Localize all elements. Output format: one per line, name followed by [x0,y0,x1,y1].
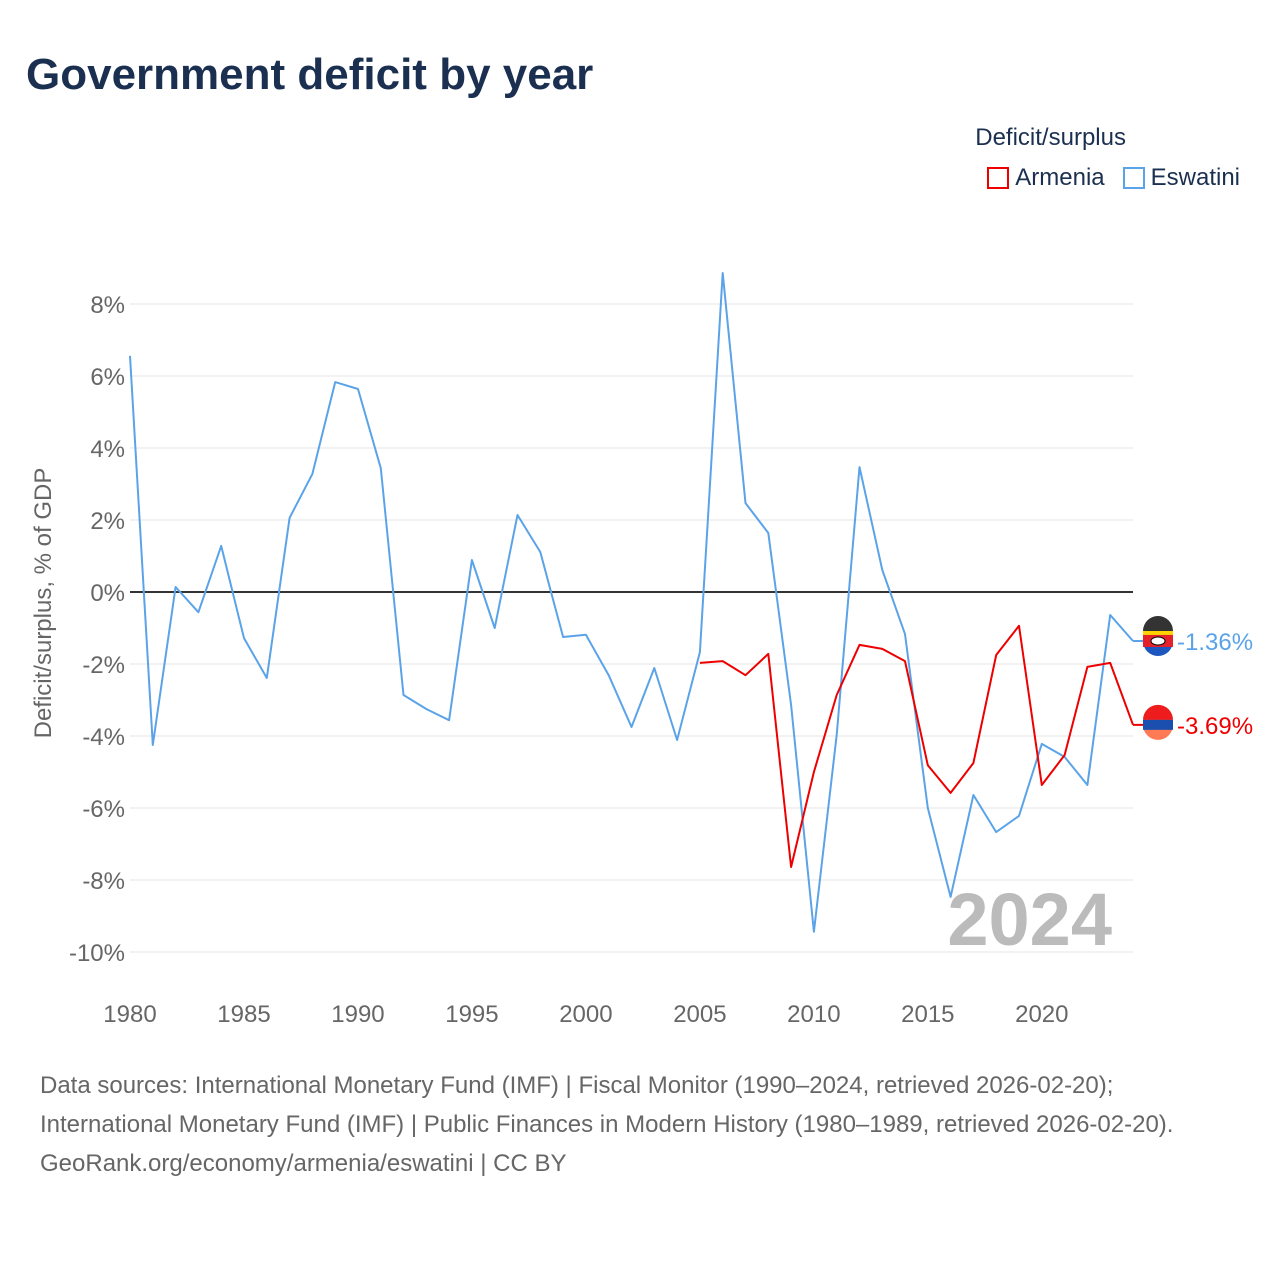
x-tick-label: 1985 [217,1001,270,1028]
sources-text: Data sources: International Monetary Fun… [40,1072,1174,1138]
legend-label-armenia: Armenia [1015,164,1105,191]
x-tick-label: 1995 [445,1001,498,1028]
legend-item-eswatini[interactable]: Eswatini [1122,164,1240,192]
y-tick-label: -4% [82,724,125,751]
y-tick-label: 0% [90,580,125,607]
x-tick-label: 2005 [673,1001,726,1028]
x-tick-label: 1990 [331,1001,384,1028]
attribution-link[interactable]: GeoRank.org/economy/armenia/eswatini | C… [40,1150,567,1177]
y-tick-label: -6% [82,796,125,823]
y-tick-label: 2% [90,508,125,535]
legend-swatch-armenia [987,167,1010,189]
legend: Deficit/surplus Armenia Eswatini [975,124,1240,192]
flag-shield [1150,636,1166,646]
legend-label-eswatini: Eswatini [1150,164,1240,191]
legend-title: Deficit/surplus [975,124,1126,151]
flag-top [1143,615,1173,631]
y-tick-label: 8% [90,292,125,319]
y-tick-label: 6% [90,364,125,391]
y-tick-label: -8% [82,868,125,895]
data-sources: Data sources: International Monetary Fun… [40,1066,1240,1183]
y-tick-label: -2% [82,652,125,679]
legend-swatch-eswatini [1122,167,1145,189]
year-watermark: 2024 [947,878,1112,961]
flag-icon-eswatini [1143,615,1173,656]
x-tick-label: 2010 [787,1001,840,1028]
flag-icon-armenia [1143,704,1173,740]
end-value-label-eswatini: -1.36% [1177,629,1253,656]
y-tick-label: -10% [69,940,125,967]
x-tick-label: 2000 [559,1001,612,1028]
flag-stripe-red [1143,704,1173,720]
y-tick-label: 4% [90,436,125,463]
x-tick-label: 2020 [1015,1001,1068,1028]
flag-stripe-blue [1143,719,1173,730]
x-tick-label: 2015 [901,1001,954,1028]
series-line-eswatini [129,272,1134,933]
flag-stripe-yellow [1143,630,1173,635]
end-value-label-armenia: -3.69% [1177,713,1253,740]
legend-item-armenia[interactable]: Armenia [987,164,1105,192]
chart-title: Government deficit by year [26,50,594,99]
y-axis-title: Deficit/surplus, % of GDP [30,468,57,739]
series-line-armenia [699,624,1134,868]
x-tick-label: 1980 [103,1001,156,1028]
